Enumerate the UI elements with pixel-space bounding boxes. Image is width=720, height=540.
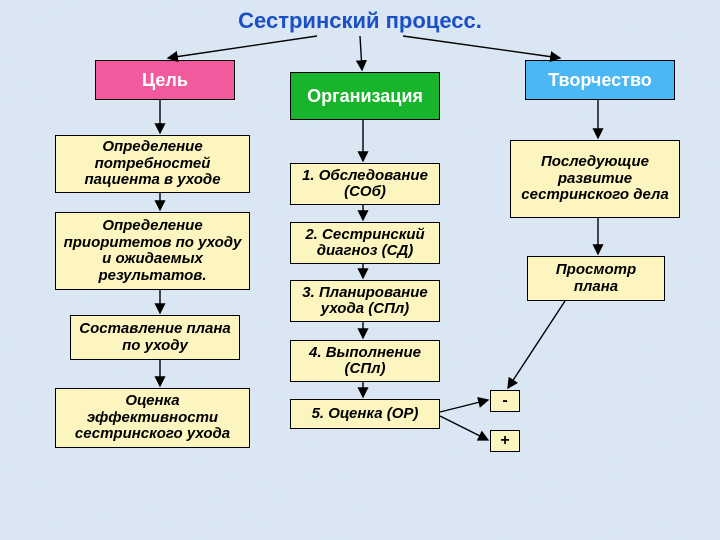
- org-box-3: 4. Выполнение (СПл): [290, 340, 440, 382]
- header-goal: Цель: [95, 60, 235, 100]
- diagram-canvas: Сестринский процесс. Цель Организация Тв…: [0, 0, 720, 540]
- diagram-title: Сестринский процесс.: [0, 8, 720, 34]
- goal-box-0: Определение потребностей пациента в уход…: [55, 135, 250, 193]
- goal-box-2: Составление плана по уходу: [70, 315, 240, 360]
- goal-box-1: Определение приоритетов по уходу и ожида…: [55, 212, 250, 290]
- plus-box: +: [490, 430, 520, 452]
- org-box-1: 2. Сестринский диагноз (СД): [290, 222, 440, 264]
- minus-box: -: [490, 390, 520, 412]
- org-box-0: 1. Обследование (СОб): [290, 163, 440, 205]
- create-box-0: Последующие развитие сестринского дела: [510, 140, 680, 218]
- header-creativity: Творчество: [525, 60, 675, 100]
- create-box-1: Просмотр плана: [527, 256, 665, 301]
- goal-box-3: Оценка эффективности сестринского ухода: [55, 388, 250, 448]
- org-box-2: 3. Планирование ухода (СПл): [290, 280, 440, 322]
- header-organization: Организация: [290, 72, 440, 120]
- org-box-4: 5. Оценка (ОР): [290, 399, 440, 429]
